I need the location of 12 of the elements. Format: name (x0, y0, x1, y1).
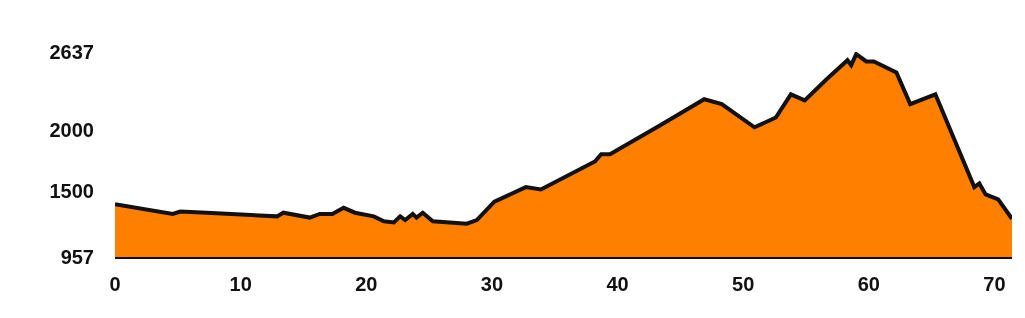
x-tick-label: 40 (606, 273, 629, 295)
x-tick-label: 70 (983, 273, 1006, 295)
y-tick-label: 2000 (49, 118, 94, 141)
y-tick-label: 1500 (49, 179, 94, 202)
x-tick-label: 60 (857, 273, 880, 295)
y-tick-label: 957 (60, 246, 94, 268)
x-tick-label: 0 (109, 273, 121, 295)
y-tick-label: 2637 (49, 41, 94, 63)
x-tick-label: 10 (229, 273, 252, 295)
x-tick-label: 30 (480, 273, 504, 295)
x-tick-label: 20 (355, 273, 378, 295)
x-tick-label: 50 (732, 273, 755, 295)
